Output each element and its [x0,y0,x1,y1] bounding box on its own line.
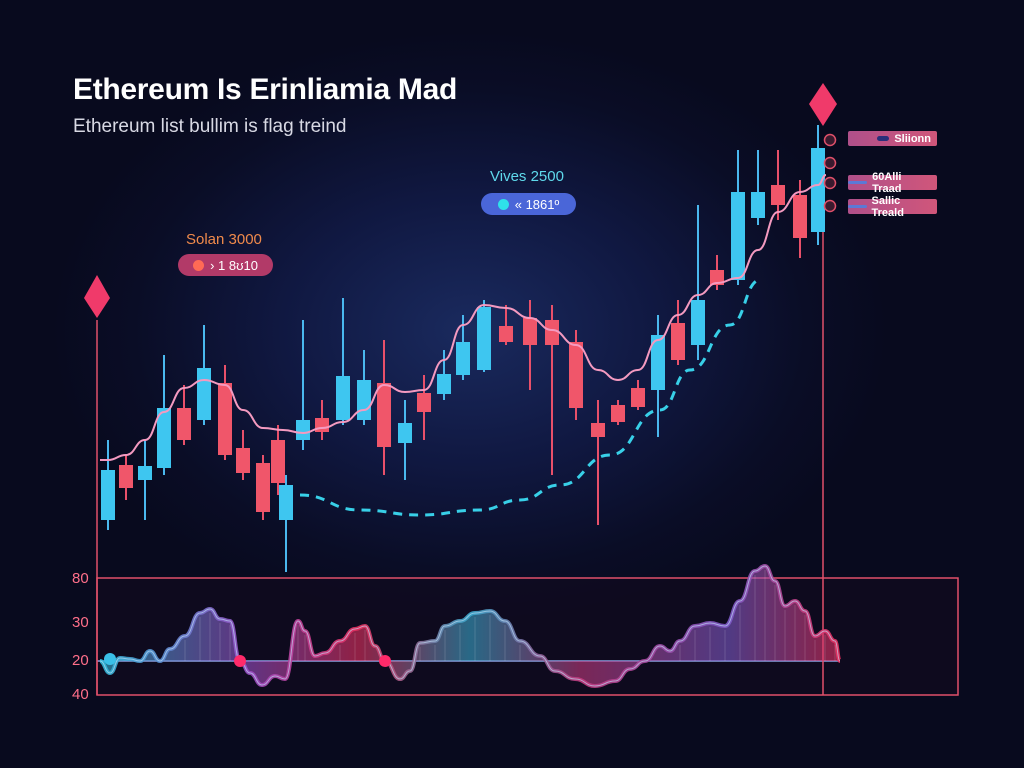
legend-swatch-icon [848,181,868,184]
dot-icon [193,259,205,271]
legend-label: 60Alli Traad [872,170,902,195]
legend-item: 60Alli Traad [848,171,937,195]
oscillator-highlight [99,565,841,687]
osc-tick-label: 20 [72,652,89,669]
candle-bullish [357,380,371,420]
annotation-value: « 1861º [514,196,560,212]
legend-item: Sliionn [848,131,937,146]
candle-bearish [771,185,785,205]
candle-bullish [651,335,665,390]
trend-curve-dashed [299,278,761,517]
annotation-value: › 1 8ʊ10 [210,257,258,273]
osc-tick-label: 40 [72,686,89,703]
candle-bearish [523,318,537,345]
candle-bullish [197,368,211,420]
candle-bullish [336,376,350,420]
candle-bullish [691,300,705,345]
candle-bearish [315,418,329,432]
left-diamond-marker-icon [84,275,110,318]
osc-tick-label: 80 [72,570,89,587]
legend-marker-icon [823,156,837,170]
candle-bearish [710,270,724,285]
annotation-badge-solan: › 1 8ʊ10 [178,254,273,276]
legend-swatch-icon [848,205,867,208]
candle-bearish [545,320,559,345]
legend-label: Sliionn [894,132,931,145]
candle-bearish [236,448,250,473]
signal-marker-icon [379,655,391,667]
legend-item: Sallic Treald [848,195,937,219]
candle-bearish [569,342,583,408]
candle-bearish [119,465,133,488]
candle-bullish [731,192,745,280]
candle-bearish [177,408,191,440]
candle-bullish [101,470,115,520]
legend-marker-icon [823,133,837,147]
legend-markers [823,133,837,213]
candle-bullish [138,466,152,480]
candle-bearish [671,323,685,360]
moving-average-line [99,174,827,462]
candle-bullish [751,192,765,218]
candle-bearish [611,405,625,422]
candle-bullish [456,342,470,375]
candle-bullish [437,374,451,394]
candle-bullish [477,307,491,370]
candle-bearish [218,383,232,455]
annotation-label-solan: Solan 3000 [186,231,262,248]
candle-bullish [279,485,293,520]
candle-bearish [499,326,513,342]
candle-bearish [631,388,645,407]
legend-marker-icon [823,176,837,190]
candle-bearish [591,423,605,437]
right-diamond-marker-icon [809,83,837,126]
candle-bearish [793,195,807,238]
candle-bearish [256,463,270,512]
candle-bullish [296,420,310,440]
signal-marker-icon [234,655,246,667]
oscillator-area [100,566,840,686]
chart-title: Ethereum Is Erinliamia Mad [73,73,457,106]
legend-marker-icon [823,199,837,213]
dot-icon [497,198,509,210]
candle-bearish [417,393,431,412]
candle-bullish [157,408,171,468]
annotation-badge-vives: « 1861º [481,193,576,215]
candle-bullish [398,423,412,443]
osc-tick-label: 30 [72,614,89,631]
candle-bearish [377,383,391,447]
signal-marker-icon [104,653,116,665]
candle-bearish [271,440,285,483]
annotation-label-vives: Vives 2500 [490,168,564,185]
candle-bullish [811,148,825,232]
chart-subtitle: Ethereum list bullim is flag treind [73,116,347,137]
legend-swatch-icon [877,136,890,141]
legend-label: Sallic Treald [871,194,904,219]
